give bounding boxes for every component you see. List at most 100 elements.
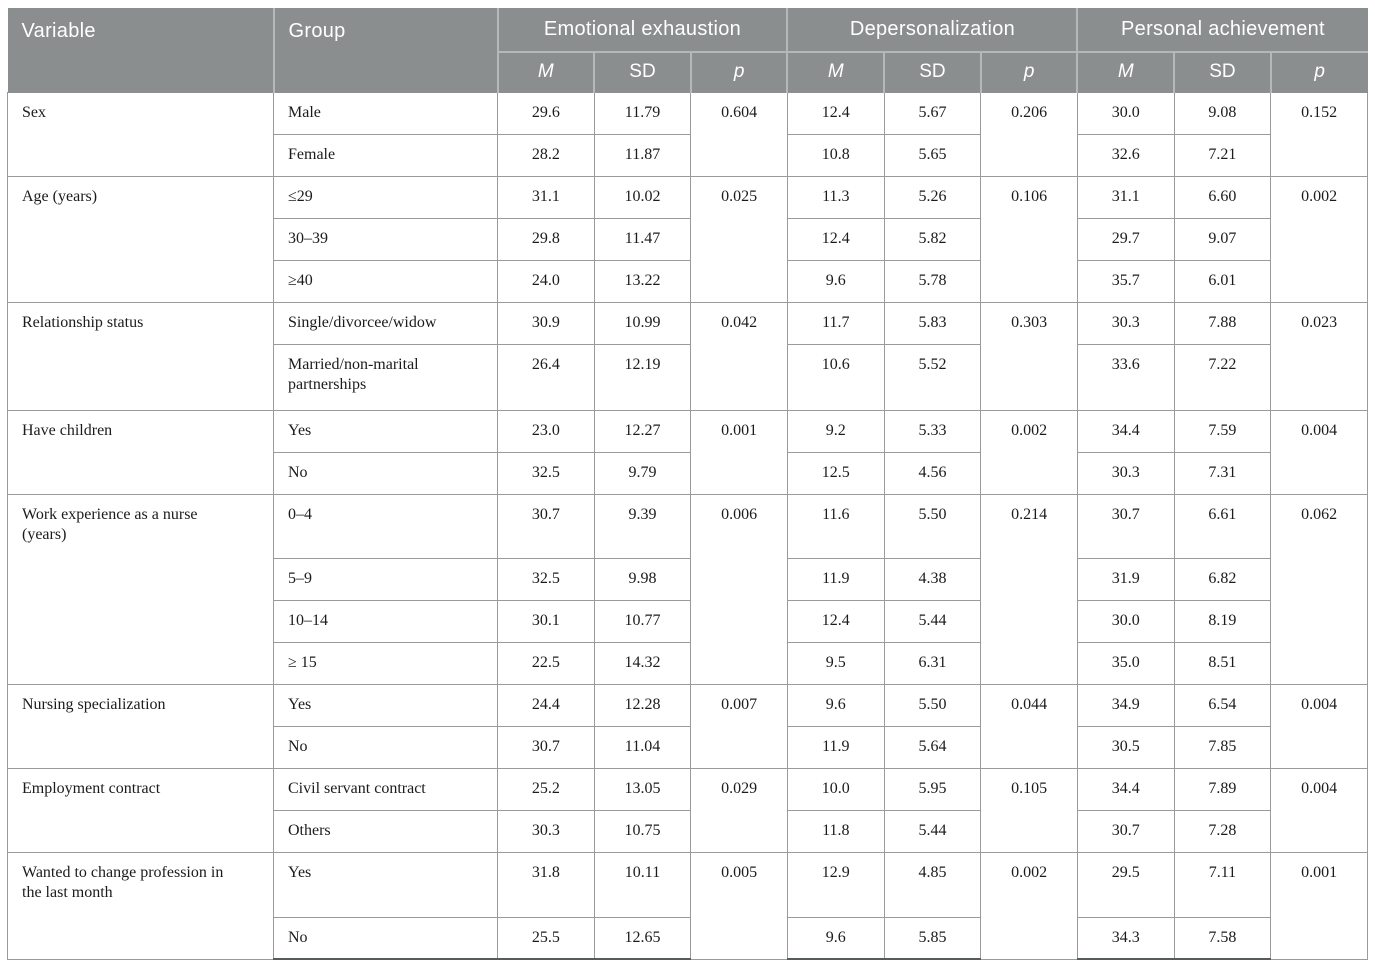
group-cell: ≥40: [273, 259, 498, 303]
dp-sd-cell: 4.38: [883, 557, 982, 601]
variable-cell: Employment contract: [7, 767, 274, 853]
table-row: Wanted to change profession in the last …: [7, 851, 1368, 960]
ee-sd-cell: 11.87: [593, 133, 692, 177]
dp-mean-cell: 11.6: [786, 493, 885, 559]
table-row: Employment contract Civil servant contrac…: [7, 767, 1368, 853]
table-row: 10–14 30.1 10.77 12.4 5.44 30.0 8.19: [8, 599, 1368, 643]
pa-mean-cell: 34.4: [1076, 767, 1175, 811]
pa-mean-cell: 34.4: [1076, 409, 1175, 453]
dp-sd-cell: 5.50: [883, 683, 982, 727]
subheader-ee-mean: M: [496, 52, 595, 93]
pa-mean-cell: 30.0: [1076, 599, 1175, 643]
column-header-group: Group: [272, 8, 498, 93]
dp-mean-cell: 10.0: [786, 767, 885, 811]
group-cell: No: [273, 725, 498, 769]
pa-sd-cell: 7.11: [1173, 851, 1272, 918]
dp-sd-cell: 5.78: [883, 259, 982, 303]
ee-sd-cell: 12.28: [593, 683, 692, 727]
subheader-ee-p: p: [689, 52, 788, 93]
ee-mean-cell: 23.0: [497, 409, 595, 453]
pa-mean-cell: 34.9: [1076, 683, 1175, 727]
column-group-emotional-exhaustion: Emotional exhaustion: [496, 8, 788, 53]
ee-p-cell: 0.604: [690, 91, 788, 177]
group-cell: ≥ 15: [273, 641, 498, 685]
table-row: Relationship status Single/divorcee/widow…: [7, 301, 1368, 411]
pa-p-cell: 0.062: [1270, 493, 1368, 685]
variable-cell: Wanted to change profession in the last …: [7, 851, 274, 960]
table-body: Sex Male 29.6 11.79 0.604 12.4 5.67 0.206 30.0 9.…: [7, 91, 1368, 960]
group-cell: No: [273, 451, 498, 495]
table-header: Variable Group Emotional exhaustion Depe…: [7, 8, 1368, 93]
ee-sd-cell: 10.77: [593, 599, 692, 643]
pa-p-cell: 0.023: [1270, 301, 1368, 411]
ee-sd-cell: 12.27: [593, 409, 692, 453]
pa-mean-cell: 32.6: [1076, 133, 1175, 177]
pa-mean-cell: 30.7: [1076, 493, 1175, 559]
group-cell: 30–39: [273, 217, 498, 261]
pa-mean-cell: 31.1: [1076, 175, 1175, 219]
ee-p-cell: 0.005: [690, 851, 788, 960]
pa-p-cell: 0.001: [1270, 851, 1368, 960]
ee-mean-cell: 22.5: [497, 641, 595, 685]
ee-mean-cell: 32.5: [497, 557, 595, 601]
ee-sd-cell: 10.99: [593, 301, 692, 345]
variable-cell: Nursing specialization: [7, 683, 274, 769]
table-row: ≥40 24.0 13.22 9.6 5.78 35.7 6.01: [8, 259, 1368, 303]
pa-p-cell: 0.004: [1270, 409, 1368, 495]
subheader-pa-mean: M: [1076, 52, 1175, 93]
dp-sd-cell: 5.50: [883, 493, 982, 559]
group-cell: ≤29: [273, 175, 498, 219]
pa-mean-cell: 33.6: [1076, 343, 1175, 411]
ee-sd-cell: 10.11: [593, 851, 692, 918]
dp-sd-cell: 4.56: [883, 451, 982, 495]
pa-sd-cell: 7.59: [1173, 409, 1272, 453]
column-header-variable: Variable: [7, 8, 274, 93]
ee-mean-cell: 26.4: [497, 343, 595, 411]
dp-p-cell: 0.106: [980, 175, 1078, 303]
group-cell: Yes: [273, 683, 498, 727]
ee-p-cell: 0.007: [690, 683, 788, 769]
dp-sd-cell: 5.82: [883, 217, 982, 261]
dp-mean-cell: 9.6: [786, 683, 885, 727]
table-row: Married/non-marital partnerships 26.4 12.1…: [8, 343, 1368, 411]
ee-mean-cell: 30.7: [497, 493, 595, 559]
variable-cell: Relationship status: [7, 301, 274, 411]
dp-p-cell: 0.105: [980, 767, 1078, 853]
pa-p-cell: 0.004: [1270, 767, 1368, 853]
dp-p-cell: 0.002: [980, 409, 1078, 495]
ee-sd-cell: 13.22: [593, 259, 692, 303]
ee-mean-cell: 30.7: [497, 725, 595, 769]
pa-mean-cell: 35.0: [1076, 641, 1175, 685]
dp-mean-cell: 9.2: [786, 409, 885, 453]
pa-sd-cell: 7.89: [1173, 767, 1272, 811]
pa-sd-cell: 6.61: [1173, 493, 1272, 559]
dp-mean-cell: 11.9: [786, 557, 885, 601]
pa-mean-cell: 30.5: [1076, 725, 1175, 769]
dp-sd-cell: 5.65: [883, 133, 982, 177]
ee-sd-cell: 9.39: [593, 493, 692, 559]
dp-sd-cell: 5.67: [883, 91, 982, 135]
pa-sd-cell: 7.88: [1173, 301, 1272, 345]
variable-cell: Work experience as a nurse (years): [7, 493, 274, 685]
ee-mean-cell: 31.8: [497, 851, 595, 918]
table-row: Age (years) ≤29 31.1 10.02 0.025 11.3 5.26 0.10…: [7, 175, 1368, 303]
dp-mean-cell: 11.3: [786, 175, 885, 219]
pa-sd-cell: 7.28: [1173, 809, 1272, 853]
pa-p-cell: 0.152: [1270, 91, 1368, 177]
dp-mean-cell: 12.4: [786, 217, 885, 261]
pa-mean-cell: 29.7: [1076, 217, 1175, 261]
ee-sd-cell: 9.98: [593, 557, 692, 601]
dp-sd-cell: 6.31: [883, 641, 982, 685]
table-row: Work experience as a nurse (years) 0–4 30.…: [7, 493, 1368, 685]
ee-sd-cell: 11.47: [593, 217, 692, 261]
pa-sd-cell: 8.19: [1173, 599, 1272, 643]
ee-p-cell: 0.006: [690, 493, 788, 685]
pa-sd-cell: 6.60: [1173, 175, 1272, 219]
variable-cell: Sex: [7, 91, 274, 177]
pa-sd-cell: 7.31: [1173, 451, 1272, 495]
pa-mean-cell: 30.3: [1076, 301, 1175, 345]
subheader-pa-p: p: [1269, 52, 1368, 93]
ee-mean-cell: 25.5: [497, 916, 595, 960]
dp-mean-cell: 9.6: [786, 259, 885, 303]
